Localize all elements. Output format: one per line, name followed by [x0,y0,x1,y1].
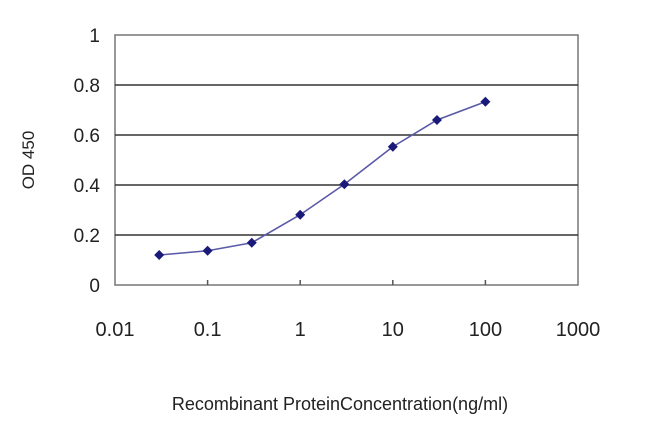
x-axis-label: Recombinant ProteinConcentration(ng/ml) [172,394,508,414]
data-point [246,237,257,248]
y-tick-label: 0.6 [74,126,100,147]
plot-area [114,34,579,286]
series-line [159,101,486,256]
y-tick-label: 0.2 [74,226,100,247]
y-tick-label: 0.8 [74,76,100,97]
y-tick-label: 0 [89,276,100,297]
x-tick-label: 0.01 [96,319,135,341]
data-point [480,96,491,107]
y-axis-label: OD 450 [19,131,38,190]
data-point [154,250,165,260]
data-point [339,179,350,190]
x-tick-label: 1 [295,319,306,341]
x-tick-label: 0.1 [194,319,222,341]
data-point [202,245,213,256]
data-point [387,141,398,152]
data-point [431,115,442,125]
x-tick-label: 100 [469,319,502,341]
data-point [295,209,306,220]
y-tick-label: 0.4 [74,176,101,197]
x-tick-label: 10 [382,319,404,341]
y-tick-label: 1 [89,26,100,47]
x-tick-label: 1000 [556,319,601,341]
